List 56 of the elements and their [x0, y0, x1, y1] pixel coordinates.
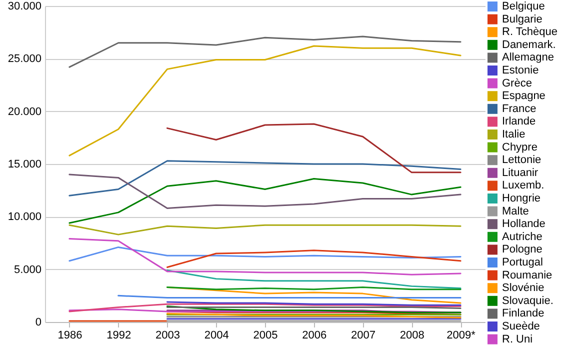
line-series [68, 160, 462, 196]
legend-label: Allemagne [502, 52, 554, 64]
legend-label: Irlande [502, 116, 536, 128]
line-series [166, 250, 462, 268]
line-series [166, 270, 462, 290]
legend-label: Portugal [502, 256, 543, 268]
legend-label: Grèce [502, 77, 532, 90]
line-series [68, 45, 462, 156]
legend-label: Sueède [502, 320, 540, 332]
x-tick-label: 2007 [351, 330, 376, 342]
y-tick-label: 10.000 [8, 211, 42, 224]
line-series [68, 174, 462, 209]
x-tick-label: 2008 [400, 330, 424, 342]
x-tick-label: 2009* [446, 330, 476, 342]
x-tick-label: 1992 [106, 330, 132, 342]
legend-label: Italie [502, 128, 526, 140]
legend-label: Finlande [502, 308, 544, 320]
legend-label: R. Uni [502, 333, 533, 346]
y-tick-label: 20.000 [8, 106, 42, 118]
legend-label: Lettonie [502, 154, 542, 166]
legend-label: Slovaquie. [502, 294, 554, 307]
line-series [68, 178, 462, 224]
legend-label: Pologne [502, 244, 542, 256]
legend-label: Espagne [502, 90, 546, 102]
legend-label: Bulgarie [502, 13, 542, 26]
line-series [166, 123, 462, 174]
y-tick-label: 25.000 [8, 53, 42, 66]
legend-label: Chypre [502, 141, 538, 154]
line-series [68, 36, 462, 68]
legend-label: Hollande [502, 218, 546, 230]
line-series [68, 246, 462, 262]
legend-label: Lituanir [502, 166, 538, 179]
legend-label: Hongrie [502, 192, 541, 204]
legend-label: France [502, 102, 536, 115]
legend-label: Estonie [502, 64, 539, 76]
legend-label: Autriche [502, 230, 542, 243]
line-series [68, 224, 462, 236]
x-tick-label: 2003 [155, 330, 180, 342]
x-tick-label: 2005 [253, 330, 278, 342]
legend-label: R. Tchèque [502, 26, 558, 38]
x-tick-label: 2004 [204, 330, 229, 342]
legend-label: Roumanie [502, 269, 552, 282]
line-series [166, 305, 462, 314]
legend-label: Belgique [502, 0, 545, 12]
legend-label: Luxemb. [502, 180, 544, 192]
y-tick-label: 15.000 [8, 158, 42, 170]
y-tick-label: 5.000 [14, 264, 42, 276]
y-tick-label: 30.000 [8, 0, 42, 12]
x-tick-label: 2006 [302, 330, 327, 342]
legend-label: Danemark. [502, 38, 556, 51]
legend-label: Malte [502, 205, 529, 218]
line-series [68, 238, 462, 276]
y-tick-label: 0 [35, 316, 42, 328]
legend-label: Slovénie [502, 282, 544, 294]
x-tick-label: 1986 [58, 330, 82, 342]
line-series [68, 303, 462, 312]
